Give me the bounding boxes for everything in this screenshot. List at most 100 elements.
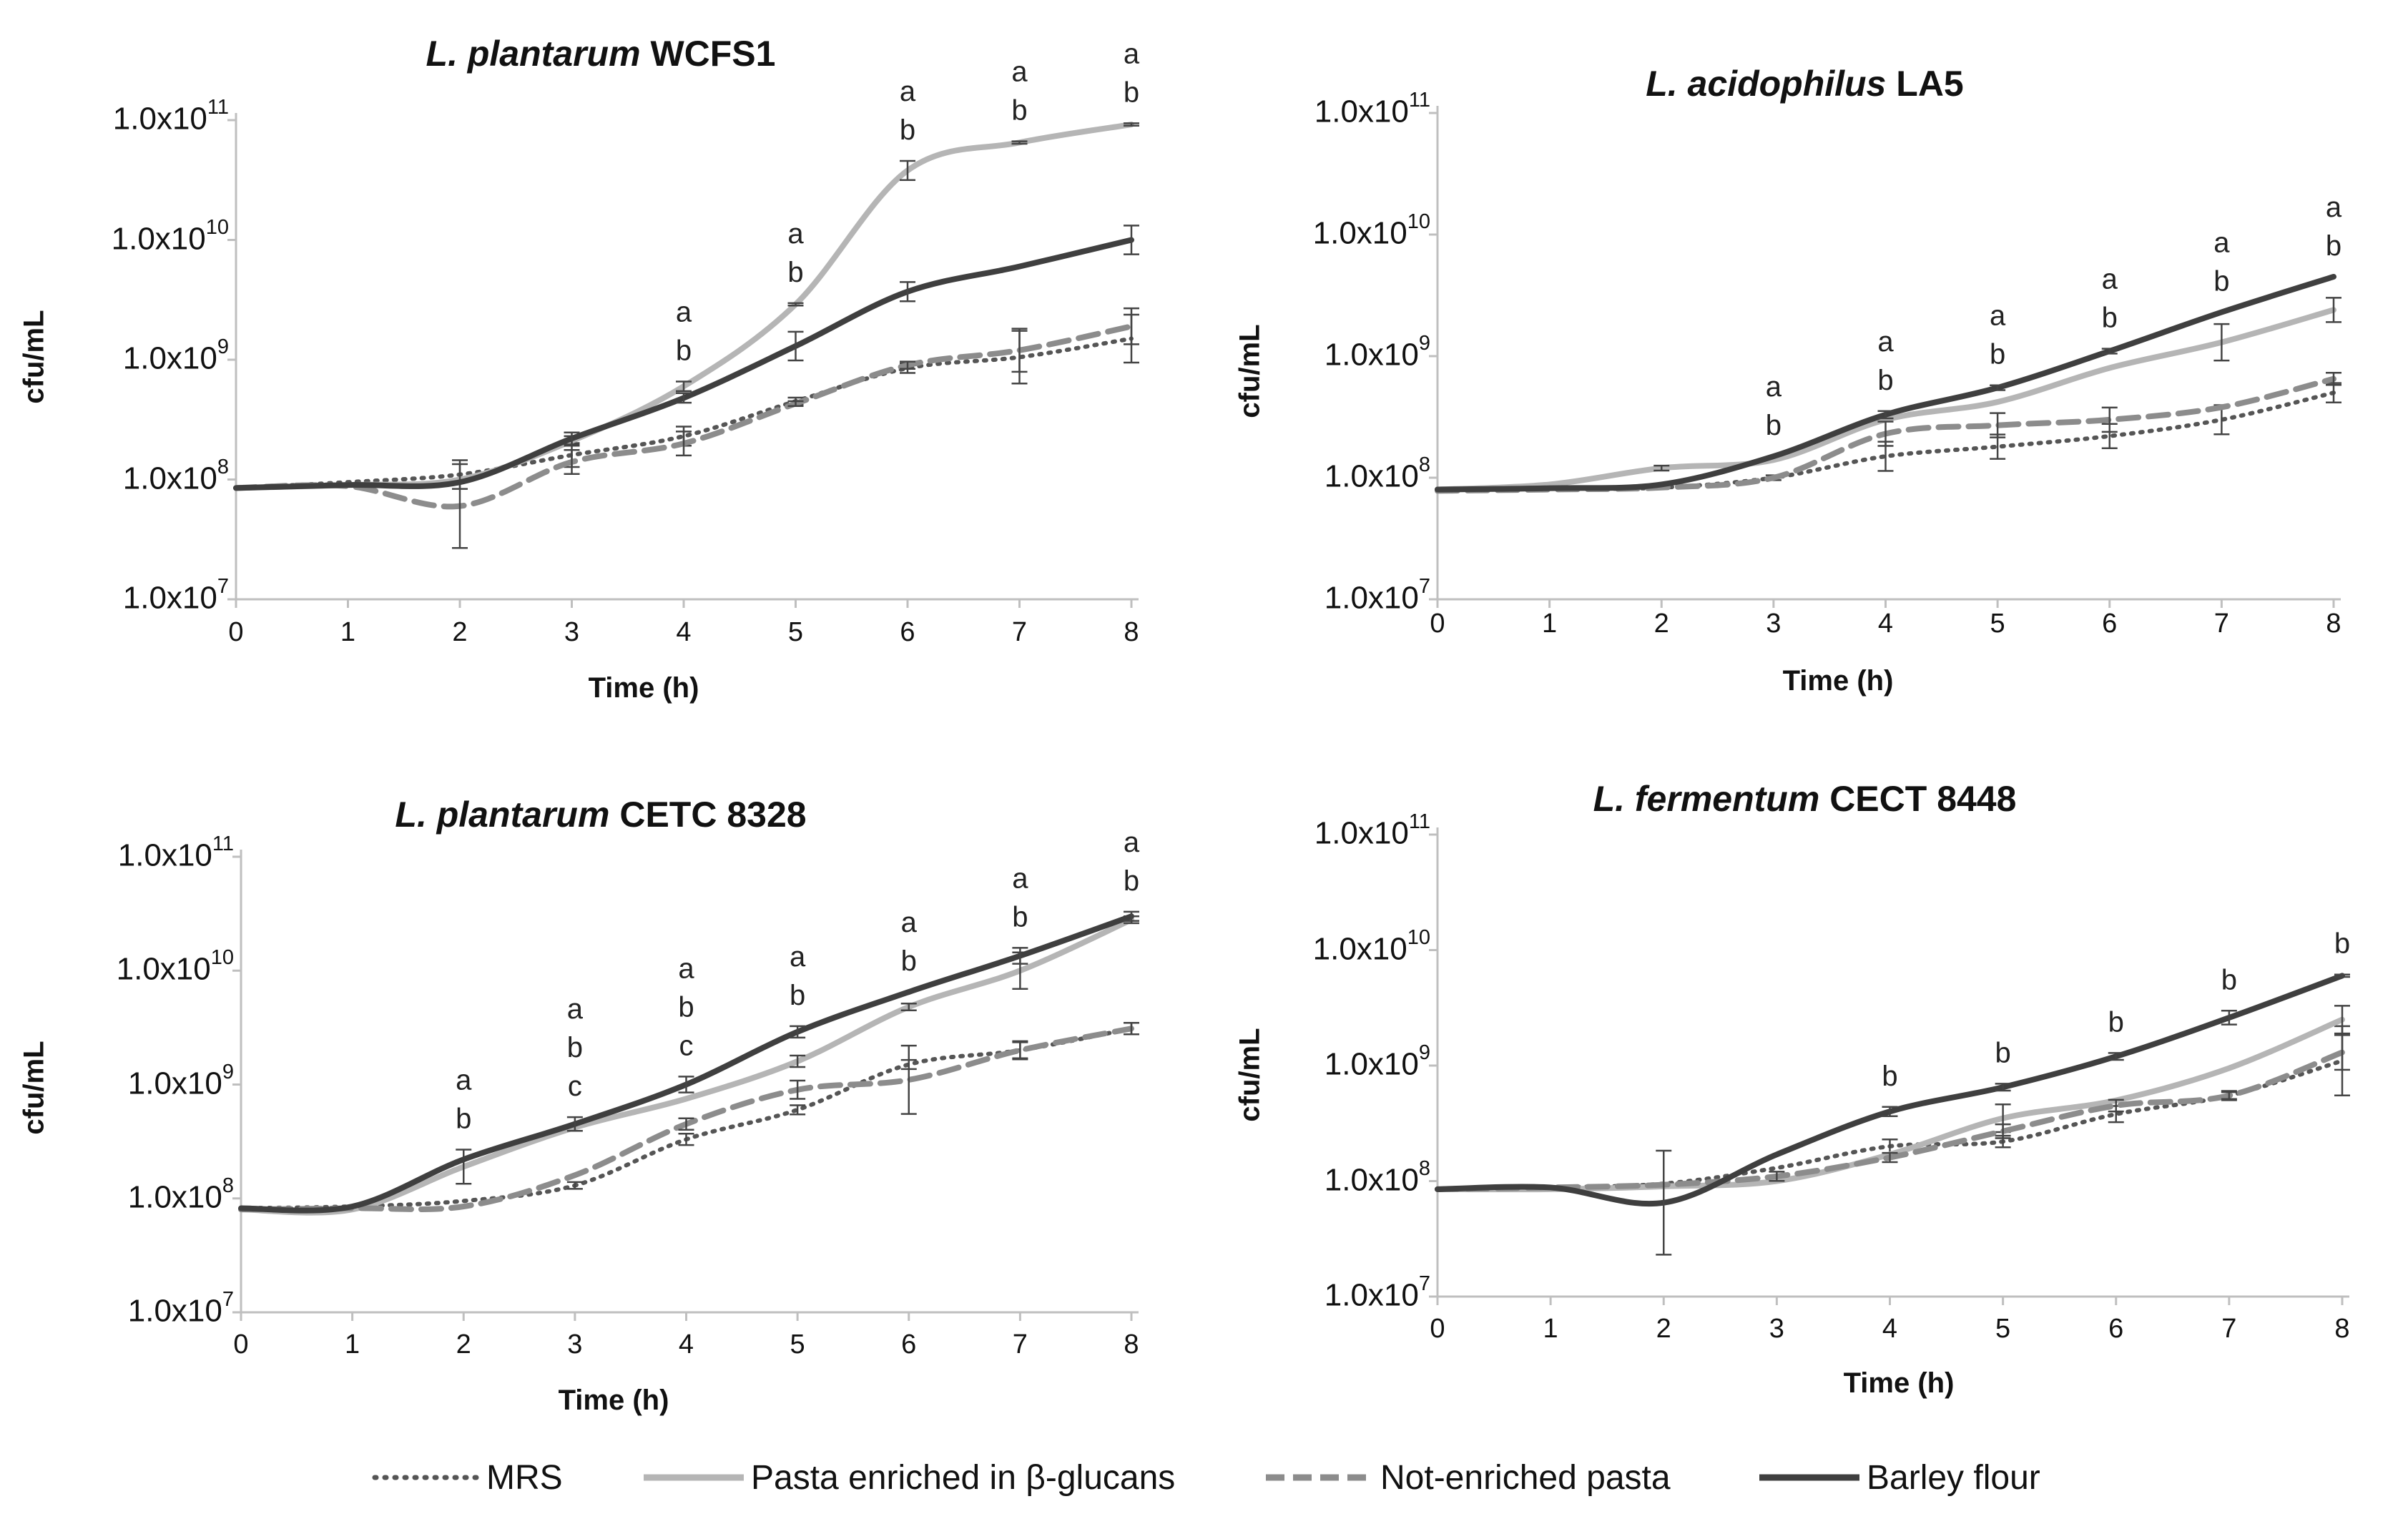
significance-letter: a bbox=[2213, 227, 2230, 259]
x-tick-label: 2 bbox=[456, 1329, 471, 1360]
error-bar bbox=[1882, 1106, 1898, 1117]
significance-letter: b bbox=[790, 980, 805, 1011]
significance-letter: b bbox=[2334, 928, 2350, 960]
error-bar bbox=[2326, 372, 2341, 386]
x-tick-label: 7 bbox=[1012, 617, 1027, 647]
significance-letter: b bbox=[901, 945, 917, 977]
x-tick-label: 5 bbox=[1990, 609, 2005, 639]
error-bar bbox=[790, 1079, 806, 1100]
legend-swatch-solid-dark bbox=[1759, 1474, 1859, 1481]
significance-letter: a bbox=[678, 953, 694, 984]
chart-panel-l-fermentum-cect-8448: L. fermentum CECT 8448 cfu/mL Time (h) 0… bbox=[1201, 737, 2408, 1445]
chart-title-species: L. acidophilus bbox=[1646, 64, 1887, 104]
significance-letter: a bbox=[1124, 827, 1140, 858]
error-bar bbox=[566, 1181, 583, 1190]
chart-title: L. plantarum WCFS1 bbox=[0, 33, 1201, 74]
significance-letter: a bbox=[790, 941, 806, 973]
x-tick-label: 3 bbox=[564, 617, 579, 647]
error-bar bbox=[2108, 1052, 2124, 1061]
significance-letter: a bbox=[1124, 38, 1140, 69]
error-bar bbox=[2334, 1034, 2350, 1071]
error-bar bbox=[900, 1002, 917, 1012]
significance-letter: b bbox=[1011, 95, 1027, 127]
significance-letter: b bbox=[456, 1103, 471, 1134]
significance-letter: c bbox=[568, 1071, 582, 1102]
error-bar bbox=[790, 1054, 806, 1068]
x-tick-label: 6 bbox=[901, 1329, 916, 1360]
y-tick-label: 1.0x1011 bbox=[1314, 89, 1430, 129]
y-tick-label: 1.0x1010 bbox=[1312, 210, 1430, 251]
error-bar bbox=[676, 392, 692, 404]
error-bar bbox=[564, 449, 580, 476]
x-tick-label: 3 bbox=[567, 1329, 582, 1360]
error-bar bbox=[1124, 307, 1139, 345]
significance-letter: a bbox=[1990, 300, 2006, 332]
chart-panel-l-plantarum-cetc-8328: L. plantarum CETC 8328 cfu/mL Time (h) 0… bbox=[0, 737, 1201, 1445]
error-bar bbox=[676, 431, 692, 457]
significance-letter: b bbox=[1995, 1037, 2011, 1068]
y-tick-label: 1.0x1011 bbox=[117, 832, 234, 873]
y-tick-label: 1.0x108 bbox=[1324, 1156, 1430, 1198]
x-tick-label: 1 bbox=[345, 1329, 360, 1360]
x-tick-label: 4 bbox=[1882, 1314, 1897, 1344]
error-bar bbox=[564, 431, 580, 446]
error-bar bbox=[1124, 1022, 1139, 1036]
series-line-pasta-enriched-in-glucans bbox=[1435, 1016, 2345, 1193]
significance-letter: b bbox=[567, 1032, 583, 1063]
y-tick-label: 1.0x107 bbox=[1324, 575, 1430, 616]
legend-label: MRS bbox=[486, 1458, 563, 1497]
error-bar bbox=[787, 330, 804, 362]
chart-plot-area: 0 1 2 3 4 5 6 7 8 b b b b b bbox=[1429, 827, 2350, 1344]
significance-letter: a bbox=[901, 907, 918, 938]
error-bar bbox=[900, 360, 915, 370]
x-tick-label: 4 bbox=[676, 617, 691, 647]
y-tick-label: 1.0x109 bbox=[127, 1060, 234, 1101]
legend-label: Not-enriched pasta bbox=[1380, 1458, 1671, 1497]
legend-item-mrs: MRS bbox=[372, 1457, 563, 1498]
error-bar bbox=[1877, 421, 1894, 447]
legend-item-pasta-enriched: Pasta enriched in β-glucans bbox=[644, 1457, 1175, 1498]
x-tick-label: 7 bbox=[2214, 609, 2229, 639]
y-tick-label: 1.0x107 bbox=[122, 575, 229, 616]
x-tick-label: 8 bbox=[2326, 609, 2341, 639]
legend: MRS Pasta enriched in β-glucans Not-enri… bbox=[336, 1445, 2396, 1509]
error-bar bbox=[790, 1025, 806, 1039]
y-tick-label: 1.0x108 bbox=[127, 1174, 234, 1215]
error-bar bbox=[1653, 464, 1670, 472]
error-bar bbox=[676, 380, 692, 393]
error-bar bbox=[2101, 406, 2118, 433]
series-line-mrs bbox=[234, 336, 1134, 491]
error-bar bbox=[1656, 1149, 1672, 1256]
x-tick-label: 6 bbox=[2102, 609, 2117, 639]
x-tick-label: 1 bbox=[1543, 1314, 1558, 1344]
y-tick-label: 1.0x1010 bbox=[111, 215, 229, 257]
error-bar bbox=[1990, 412, 2006, 438]
legend-label: Pasta enriched in β-glucans bbox=[751, 1458, 1176, 1497]
error-bar bbox=[456, 1149, 472, 1185]
x-tick-label: 6 bbox=[2108, 1314, 2123, 1344]
significance-letter: a bbox=[567, 993, 584, 1025]
x-tick-label: 6 bbox=[900, 617, 915, 647]
error-bar bbox=[1769, 1171, 1785, 1182]
x-tick-label: 1 bbox=[1542, 609, 1557, 639]
significance-letter: b bbox=[1990, 339, 2005, 370]
x-tick-label: 3 bbox=[1769, 1314, 1784, 1344]
y-tick-label: 1.0x107 bbox=[127, 1288, 234, 1329]
error-bar bbox=[900, 281, 915, 303]
error-bar bbox=[2101, 348, 2118, 355]
chart-title-species: L. plantarum bbox=[426, 34, 641, 74]
error-bar bbox=[1882, 1151, 1898, 1164]
chart-title-species: L. plantarum bbox=[395, 795, 610, 835]
x-tick-label: 8 bbox=[1124, 617, 1139, 647]
error-bar bbox=[452, 463, 468, 549]
significance-letter: b bbox=[676, 335, 692, 366]
x-tick-label: 3 bbox=[1766, 609, 1781, 639]
legend-swatch-solid-light bbox=[644, 1474, 744, 1481]
error-bar bbox=[2326, 297, 2341, 323]
y-tick-label: 1.0x109 bbox=[1324, 332, 1430, 373]
significance-letter: b bbox=[2221, 964, 2237, 995]
x-tick-label: 5 bbox=[788, 617, 803, 647]
error-bar bbox=[678, 1076, 694, 1093]
